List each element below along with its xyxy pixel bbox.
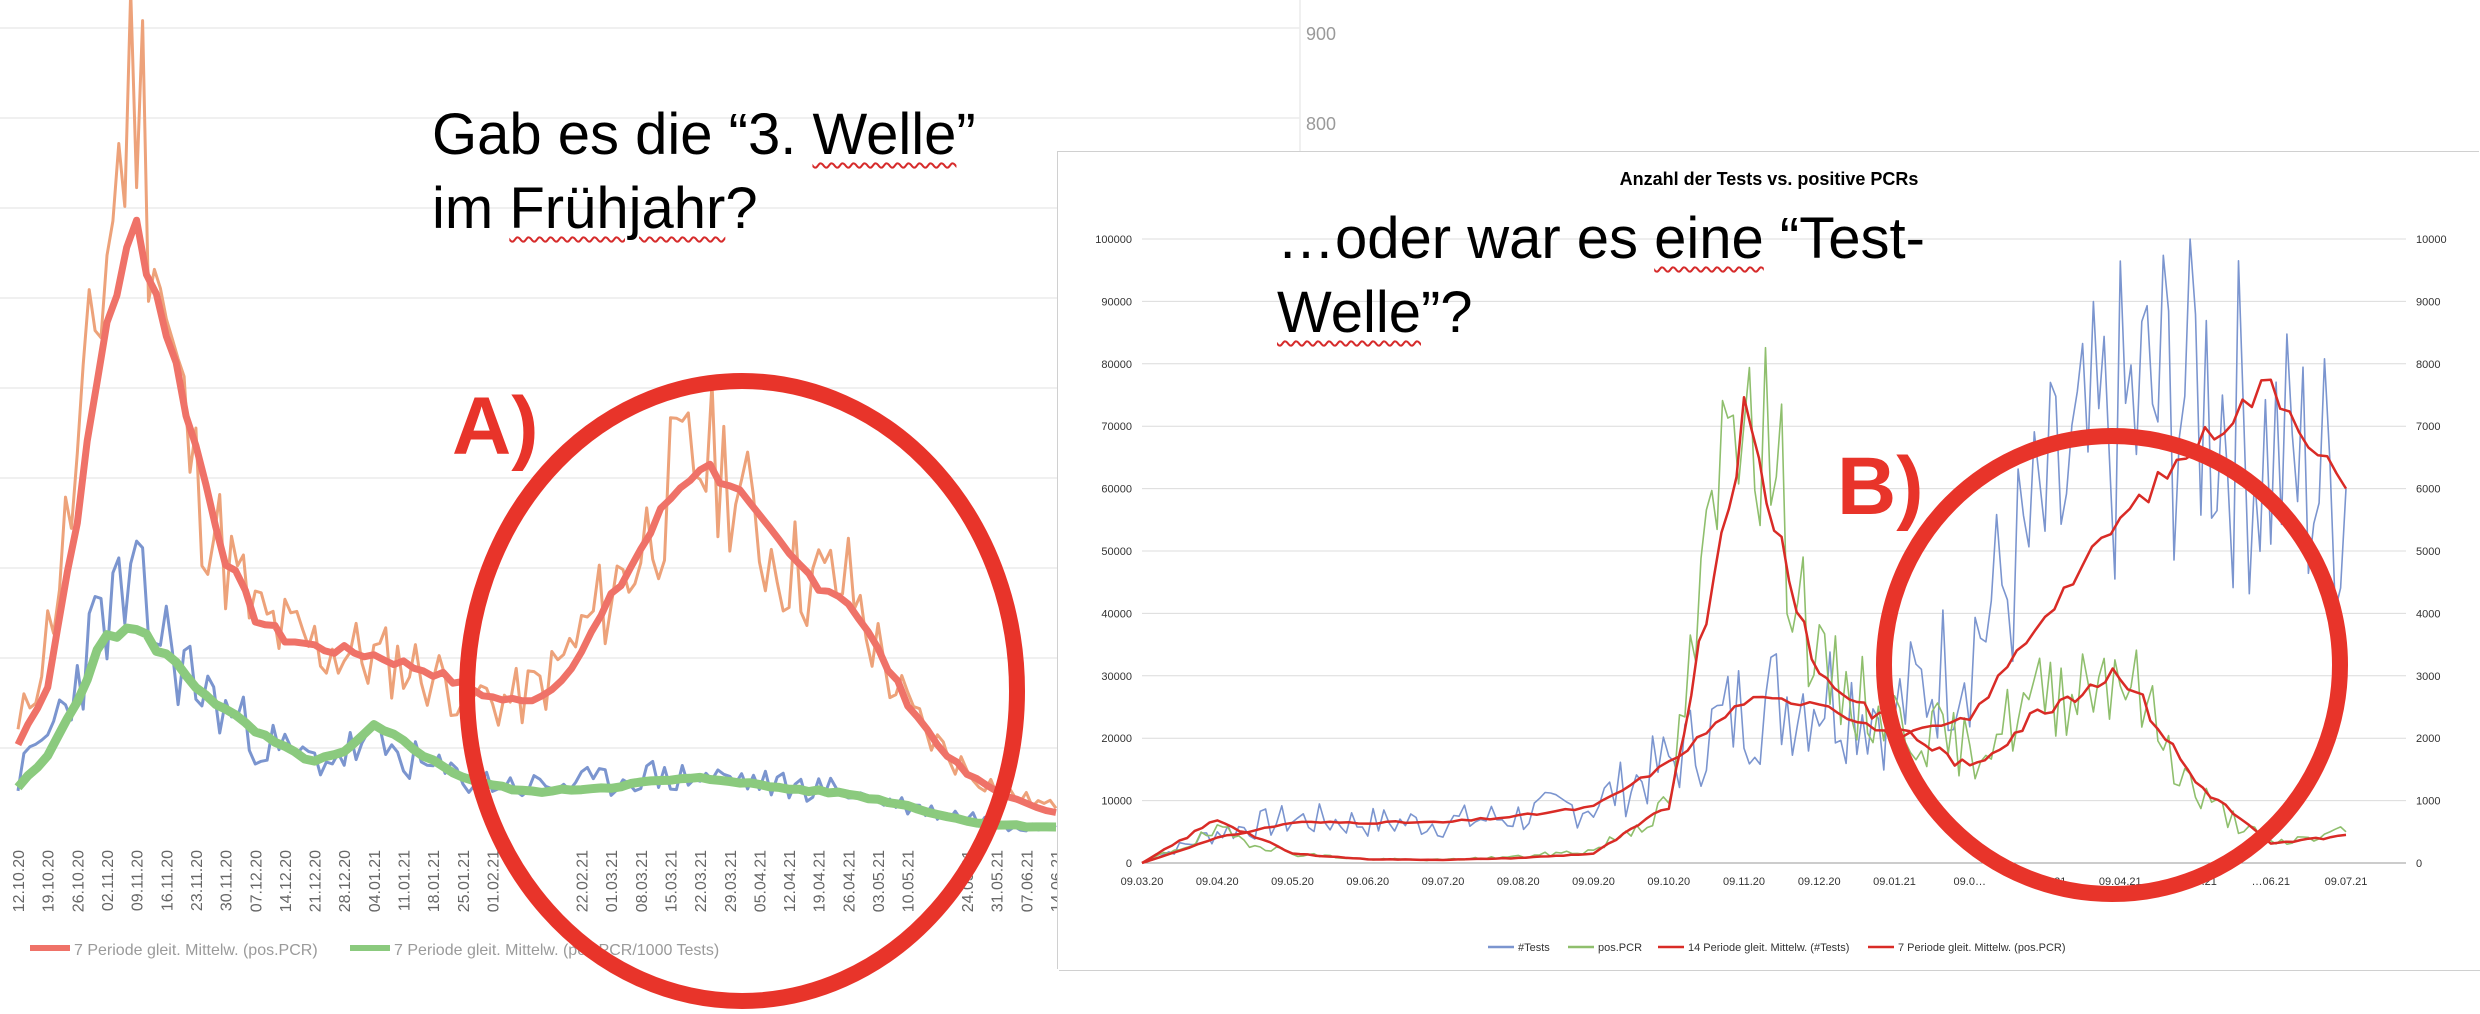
headline-a-line2: im Frühjahr? (432, 176, 758, 241)
y-tick-left: 60000 (1101, 484, 1132, 496)
x-tick-a: 26.10.20 (70, 850, 87, 912)
x-tick-b: 09.06.20 (1346, 876, 1389, 888)
y-tick-left: 30000 (1101, 671, 1132, 683)
x-tick-a: 07.12.20 (248, 850, 265, 912)
x-tick-a: 23.11.20 (189, 850, 206, 911)
headline-a: Gab es die “3. Welle” im Frühjahr? (432, 98, 976, 246)
y-tick-left: 90000 (1101, 296, 1132, 308)
x-tick-b: 09.01.21 (1873, 876, 1916, 888)
x-tick-b: 09.05.20 (1271, 876, 1314, 888)
x-tick-b: 09.04.20 (1196, 876, 1239, 888)
x-tick-a: 09.11.20 (130, 850, 147, 911)
x-tick-a: 18.01.21 (426, 850, 443, 912)
y-tick-right: 0 (2416, 858, 2422, 870)
x-tick-b: 09.09.20 (1572, 876, 1615, 888)
x-tick-b: 09.04.21 (2099, 876, 2142, 888)
x-tick-b: 09.11.20 (1723, 876, 1765, 888)
legend-label-b: 7 Periode gleit. Mittelw. (pos.PCR) (1898, 942, 2066, 954)
headline-b: …oder war es eine “Test- Welle”? (1277, 202, 1925, 350)
x-tick-a: 01.02.21 (486, 850, 503, 912)
x-tick-a: 07.06.21 (1019, 850, 1036, 912)
y-tick-a: 900 (1306, 24, 1336, 44)
y-tick-right: 7000 (2416, 421, 2440, 433)
legend-label-b: 14 Periode gleit. Mittelw. (#Tests) (1688, 942, 1849, 954)
x-tick-a: 19.04.21 (812, 850, 829, 912)
y-tick-left: 20000 (1101, 733, 1132, 745)
chart-b-title: Anzahl der Tests vs. positive PCRs (1620, 169, 1919, 189)
series-b-1 (1141, 238, 2347, 864)
x-tick-a: 29.03.21 (723, 850, 740, 912)
y-tick-left: 0 (1126, 858, 1132, 870)
x-tick-a: 28.12.20 (337, 850, 354, 912)
y-tick-left: 100000 (1095, 234, 1132, 246)
legend-label-a1: 7 Periode gleit. Mittelw. (pos.PCR) (74, 942, 318, 959)
x-tick-a: 15.03.21 (663, 850, 680, 912)
legend-label-a2: 7 Periode gleit. Mittelw. (pos.PCR/1000 … (394, 942, 719, 959)
x-tick-a: 04.01.21 (367, 850, 384, 912)
annotation-label-a: A) (452, 381, 539, 472)
y-tick-left: 70000 (1101, 421, 1132, 433)
x-tick-a: 10.05.21 (901, 850, 918, 912)
x-tick-a: 22.03.21 (693, 850, 710, 912)
x-tick-a: 22.02.21 (574, 850, 591, 912)
headline-b-line2: Welle”? (1277, 280, 1473, 345)
x-tick-b: 09.0… (1954, 876, 1986, 888)
x-tick-b: 09.07.20 (1422, 876, 1465, 888)
y-tick-left: 80000 (1101, 359, 1132, 371)
x-tick-a: 31.05.21 (990, 850, 1007, 912)
y-tick-left: 50000 (1101, 546, 1132, 558)
x-tick-b: …06.21 (2251, 876, 2290, 888)
x-tick-a: 03.05.21 (871, 850, 888, 912)
y-tick-right: 5000 (2416, 546, 2440, 558)
x-tick-a: 16.11.20 (159, 850, 176, 911)
x-tick-a: 24.05.21 (960, 850, 977, 912)
x-tick-b: 09.12.20 (1798, 876, 1841, 888)
x-tick-a: 19.10.20 (41, 850, 58, 912)
y-tick-right: 4000 (2416, 608, 2440, 620)
x-tick-a: 08.03.21 (634, 850, 651, 912)
x-tick-a: 01.03.21 (604, 850, 621, 912)
series-a-2 (14, 216, 1057, 816)
y-tick-right: 10000 (2416, 234, 2447, 246)
x-tick-a: 12.04.21 (782, 850, 799, 912)
x-tick-b: 09.10.20 (1647, 876, 1690, 888)
headline-a-line1: Gab es die “3. Welle” (432, 102, 976, 167)
x-tick-a: 14.12.20 (278, 850, 295, 912)
y-tick-a: 800 (1306, 114, 1336, 134)
y-tick-right: 3000 (2416, 671, 2440, 683)
legend-label-b: pos.PCR (1598, 942, 1642, 954)
y-tick-right: 9000 (2416, 296, 2440, 308)
x-tick-a: 25.01.21 (456, 850, 473, 912)
x-tick-b: 09.03.21 (2024, 876, 2067, 888)
annotation-label-b: B) (1837, 441, 1924, 532)
x-tick-b: 09.03.20 (1121, 876, 1164, 888)
y-tick-right: 2000 (2416, 733, 2440, 745)
headline-b-line1: …oder war es eine “Test- (1277, 206, 1925, 271)
x-tick-a: 11.01.21 (397, 850, 414, 911)
series-b-4 (1141, 396, 2347, 865)
y-tick-right: 6000 (2416, 484, 2440, 496)
y-tick-right: 8000 (2416, 359, 2440, 371)
legend-label-b: #Tests (1518, 942, 1550, 954)
x-tick-a: 21.12.20 (308, 850, 325, 912)
x-tick-a: 02.11.20 (100, 850, 117, 911)
y-tick-right: 1000 (2416, 796, 2440, 808)
x-tick-a: 26.04.21 (841, 850, 858, 912)
x-tick-a: 12.10.20 (11, 850, 28, 912)
x-tick-b: 09.07.21 (2325, 876, 2368, 888)
x-tick-b: 09.05.21 (2174, 876, 2217, 888)
y-tick-left: 40000 (1101, 608, 1132, 620)
series-b-3 (1141, 378, 2348, 865)
x-tick-a: 05.04.21 (752, 850, 769, 912)
x-tick-a: 30.11.20 (219, 850, 236, 911)
x-tick-b: 09.08.20 (1497, 876, 1540, 888)
y-tick-left: 10000 (1101, 796, 1132, 808)
series-b-2 (1141, 346, 2347, 864)
